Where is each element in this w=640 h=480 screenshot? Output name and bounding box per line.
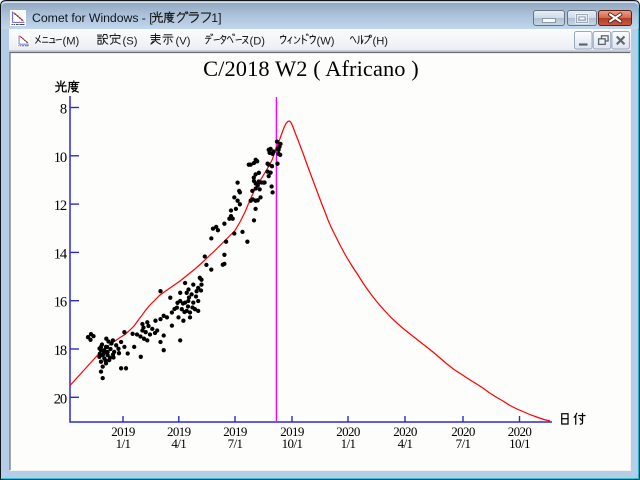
svg-text:(D): (D) [250, 35, 266, 47]
svg-text:Comet for Windows - [: Comet for Windows - [ [32, 11, 153, 25]
svg-text:2019: 2019 [167, 424, 191, 439]
svg-text:(H): (H) [373, 35, 389, 47]
svg-text:12: 12 [54, 198, 67, 214]
svg-text:1/1: 1/1 [341, 436, 356, 451]
svg-text:4/1: 4/1 [398, 436, 413, 451]
svg-text:2019: 2019 [223, 424, 247, 439]
svg-text:20: 20 [54, 391, 67, 407]
svg-text:2020: 2020 [451, 424, 475, 439]
svg-text:2020: 2020 [393, 424, 417, 439]
svg-text:(S): (S) [123, 35, 138, 47]
svg-text:10/1: 10/1 [509, 436, 530, 451]
svg-text:C/2018 W2 ( Africano ): C/2018 W2 ( Africano ) [203, 56, 419, 81]
svg-text:1]: 1] [211, 11, 221, 25]
svg-text:10/1: 10/1 [282, 436, 303, 451]
svg-text:10: 10 [54, 150, 67, 166]
svg-text:2020: 2020 [336, 424, 360, 439]
svg-text:(W): (W) [317, 35, 335, 47]
svg-text:(M): (M) [63, 35, 80, 47]
svg-text:1/1: 1/1 [116, 436, 131, 451]
svg-text:2019: 2019 [111, 424, 135, 439]
svg-text:7/1: 7/1 [456, 436, 471, 451]
svg-text:7/1: 7/1 [228, 436, 243, 451]
svg-text:2019: 2019 [280, 424, 304, 439]
svg-text:8: 8 [60, 102, 67, 118]
svg-text:4/1: 4/1 [171, 436, 186, 451]
svg-text:14: 14 [54, 246, 68, 262]
svg-text:(V): (V) [176, 35, 191, 47]
svg-text:2020: 2020 [508, 424, 532, 439]
svg-text:16: 16 [54, 295, 67, 311]
svg-text:18: 18 [54, 343, 67, 359]
